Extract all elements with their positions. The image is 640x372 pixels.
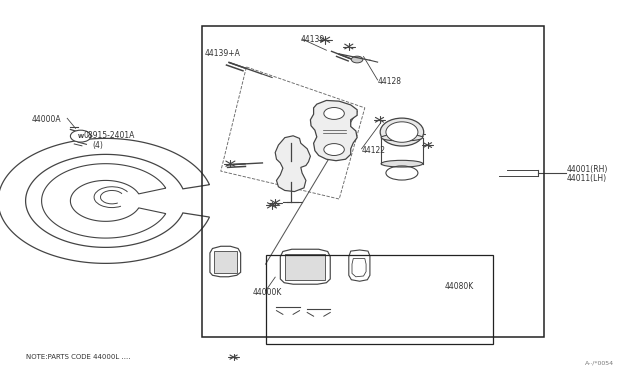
Polygon shape [285,254,325,280]
Text: 44011(LH): 44011(LH) [566,174,607,183]
Circle shape [324,108,344,119]
Ellipse shape [381,134,423,141]
Text: 44000K: 44000K [253,288,282,296]
Text: 44139: 44139 [301,35,325,44]
Text: 44128: 44128 [378,77,402,86]
Ellipse shape [386,122,418,142]
Text: 08915-2401A: 08915-2401A [83,131,134,140]
Text: 44080K: 44080K [445,282,474,291]
Bar [266,255,493,344]
Polygon shape [275,136,310,192]
Text: NOTE:PARTS CODE 44000L ....: NOTE:PARTS CODE 44000L .... [26,354,132,360]
Polygon shape [352,259,366,277]
Circle shape [70,130,91,142]
Ellipse shape [380,118,424,146]
Text: (4): (4) [93,141,104,150]
Bar [202,26,544,337]
Text: A··/*0054: A··/*0054 [585,360,614,365]
Text: 44122: 44122 [362,146,385,155]
Ellipse shape [381,160,423,167]
Circle shape [351,56,363,63]
Text: W: W [77,134,84,139]
Text: 44001(RH): 44001(RH) [566,165,608,174]
Text: 44000A: 44000A [32,115,61,124]
Text: 44139+A: 44139+A [205,49,241,58]
Polygon shape [214,251,237,273]
Circle shape [324,144,344,155]
Polygon shape [310,100,357,161]
